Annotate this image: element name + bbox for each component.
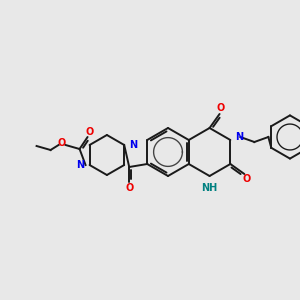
- Text: O: O: [125, 183, 133, 193]
- Text: N: N: [76, 160, 85, 170]
- Text: O: O: [57, 138, 66, 148]
- Text: O: O: [242, 174, 250, 184]
- Text: N: N: [236, 132, 244, 142]
- Text: N: N: [129, 140, 137, 150]
- Text: O: O: [85, 127, 94, 137]
- Text: NH: NH: [201, 183, 218, 193]
- Text: O: O: [216, 103, 225, 113]
